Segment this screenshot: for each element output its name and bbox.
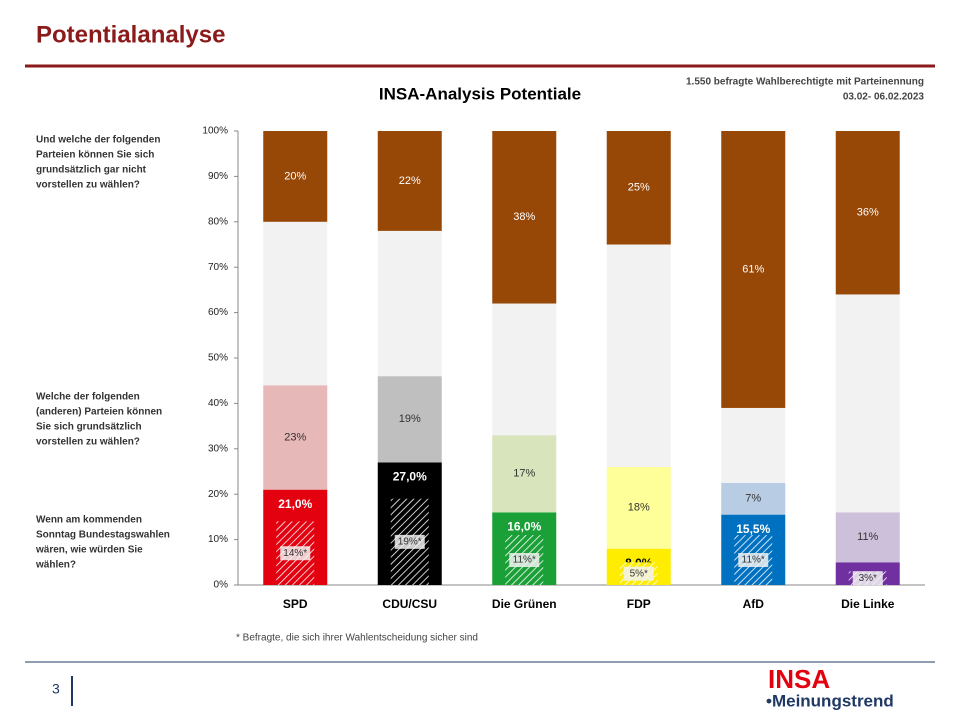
bar-segment — [721, 131, 786, 408]
inner-label-box — [738, 553, 769, 568]
bar-segment — [606, 244, 671, 467]
y-tick-label: 0% — [214, 580, 229, 591]
question-text: Sonntag Bundestagswahlen — [36, 530, 170, 541]
value-label: 38% — [513, 211, 535, 223]
page-number: 3 — [52, 681, 60, 697]
bar-segment — [377, 376, 442, 463]
value-label: 27,0% — [393, 470, 427, 484]
value-label: 36% — [857, 207, 879, 219]
bar-segment — [835, 512, 900, 563]
x-tick-label: Die Linke — [841, 597, 895, 611]
inner-value-label: 3%* — [859, 573, 877, 584]
question-text: wären, wie würden Sie — [35, 545, 143, 556]
inner-label-box — [623, 566, 654, 581]
subtitle: 1.550 befragte Wahlberechtigte mit Parte… — [686, 77, 924, 88]
value-label: 19% — [399, 413, 421, 425]
bar-segment — [377, 131, 442, 231]
question-text: Sie sich grundsätzlich — [36, 422, 142, 433]
bar-segment — [263, 385, 328, 490]
question-text: (anderen) Parteien können — [36, 407, 162, 418]
value-label: 20% — [284, 170, 306, 182]
slide-title: Potentialanalyse — [36, 21, 225, 48]
bar-segment — [721, 407, 786, 483]
inner-value-label: 11%* — [513, 555, 536, 566]
value-label: 18% — [628, 502, 650, 514]
bar-segment — [606, 466, 671, 549]
y-tick-label: 60% — [208, 307, 228, 318]
x-tick-label: Die Grünen — [492, 597, 557, 611]
bar-segment — [492, 303, 557, 436]
question-text: wählen? — [35, 560, 76, 571]
bar-segment — [492, 131, 557, 304]
value-label: 21,0% — [278, 497, 312, 511]
value-label: 22% — [399, 175, 421, 187]
inner-value-label: 11%* — [742, 555, 765, 566]
bar-segment — [492, 435, 557, 513]
x-tick-label: FDP — [627, 597, 651, 611]
value-label: 15,5% — [736, 522, 770, 536]
y-tick-label: 30% — [208, 443, 228, 454]
value-label: 23% — [284, 431, 306, 443]
bar-segment — [835, 294, 900, 513]
x-tick-label: AfD — [743, 597, 765, 611]
inner-value-label: 14%* — [283, 548, 307, 559]
y-tick-label: 100% — [202, 126, 228, 137]
value-label: 16,0% — [507, 520, 541, 534]
inner-value-label: 5%* — [630, 568, 648, 579]
value-label: 61% — [742, 263, 764, 275]
y-tick-label: 40% — [208, 398, 228, 409]
bar-segment — [721, 482, 786, 515]
value-label: 17% — [513, 468, 535, 480]
inner-label-box — [394, 534, 425, 549]
value-label: 7% — [745, 493, 761, 505]
inner-label-box — [509, 553, 540, 568]
question-text: Wenn am kommenden — [36, 515, 142, 526]
inner-label-box — [280, 546, 311, 561]
question-text: vorstellen zu wählen? — [36, 437, 140, 448]
footnote: * Befragte, die sich ihrer Wahlentscheid… — [236, 633, 478, 644]
y-tick-label: 10% — [208, 534, 228, 545]
y-tick-label: 90% — [208, 171, 228, 182]
bar-segment — [835, 131, 900, 295]
question-text: Parteien können Sie sich — [36, 150, 154, 161]
value-label: 25% — [628, 182, 650, 194]
y-tick-label: 70% — [208, 262, 228, 273]
bar-segment — [606, 131, 671, 245]
chart-title: INSA-Analysis Potentiale — [379, 84, 581, 103]
y-tick-label: 20% — [208, 489, 228, 500]
question-text: vorstellen zu wählen? — [36, 180, 140, 191]
y-tick-label: 80% — [208, 216, 228, 227]
question-text: Welche der folgenden — [36, 392, 140, 403]
subtitle: 03.02- 06.02.2023 — [843, 92, 925, 103]
logo-top: INSA — [768, 664, 830, 694]
question-text: Und welche der folgenden — [36, 135, 160, 146]
inner-value-label: 19%* — [398, 537, 422, 548]
bar-segment — [263, 131, 328, 222]
inner-label-box — [852, 571, 883, 586]
value-label: 11% — [857, 531, 878, 543]
y-tick-label: 50% — [208, 353, 228, 364]
bar-segment — [377, 230, 442, 377]
x-tick-label: SPD — [283, 597, 308, 611]
bar-segment — [263, 221, 328, 386]
logo-bottom: •Meinungstrend — [766, 691, 894, 710]
x-tick-label: CDU/CSU — [382, 597, 437, 611]
question-text: grundsätzlich gar nicht — [36, 165, 147, 176]
